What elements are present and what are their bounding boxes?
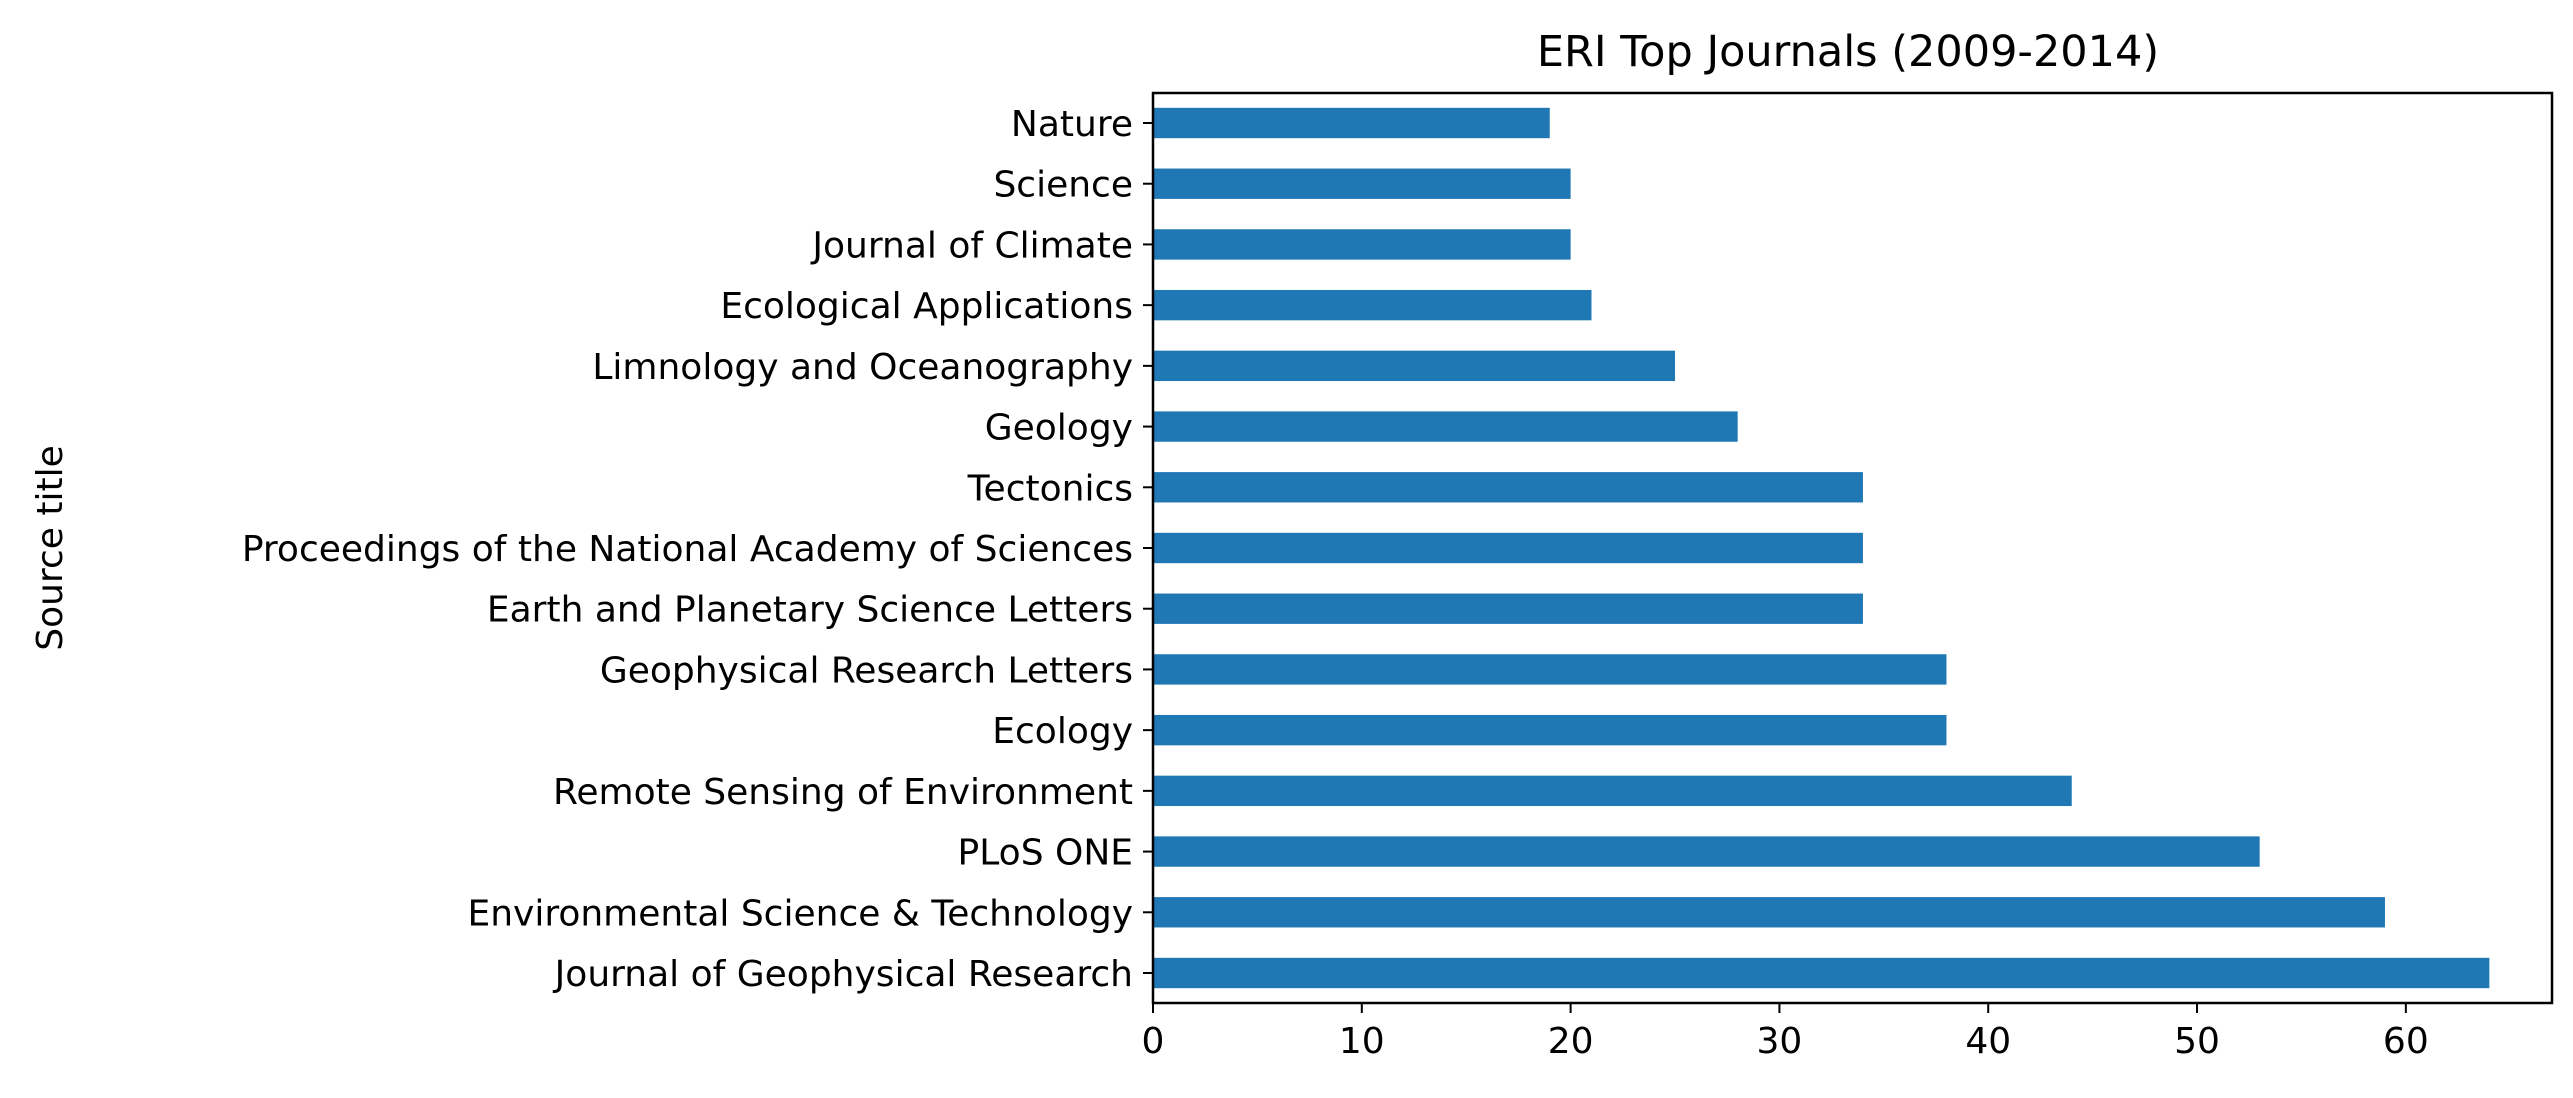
category-label: Ecology (992, 711, 1133, 752)
x-tick-label: 0 (1142, 1021, 1165, 1062)
plot-frame (1151, 91, 2554, 1005)
x-tick-label: 50 (2174, 1021, 2220, 1062)
bars-group (1153, 107, 2490, 989)
y-axis-label: Source title (30, 445, 71, 650)
category-label: PLoS ONE (958, 833, 1133, 874)
category-label: Environmental Science & Technology (467, 893, 1133, 934)
x-tick-label: 10 (1339, 1021, 1385, 1062)
bar (1153, 532, 1863, 564)
category-label: Journal of Geophysical Research (553, 954, 1133, 995)
category-label: Proceedings of the National Academy of S… (242, 529, 1133, 570)
bar (1153, 775, 2072, 807)
bar (1153, 168, 1571, 199)
x-tick-label: 60 (2383, 1021, 2429, 1062)
category-label: Geophysical Research Letters (600, 650, 1133, 691)
category-label: Journal of Climate (810, 225, 1133, 266)
bar (1153, 836, 2260, 867)
bar (1153, 593, 1863, 624)
bar (1153, 107, 1550, 139)
category-label: Remote Sensing of Environment (553, 772, 1133, 813)
category-label: Geology (985, 408, 1133, 449)
bar (1153, 714, 1947, 746)
category-labels: Nature Science Journal of Climate Ecologica… (242, 104, 1153, 995)
bar (1153, 472, 1863, 503)
x-tick-label: 30 (1757, 1021, 1803, 1062)
bar (1153, 957, 2490, 989)
bar (1153, 654, 1947, 685)
category-label: Tectonics (967, 468, 1133, 509)
bar (1153, 897, 2385, 928)
category-label: Science (993, 165, 1133, 206)
category-label: Ecological Applications (720, 286, 1133, 327)
x-axis-ticks: 0 10 20 30 40 50 60 (1142, 1003, 2429, 1062)
category-label: Nature (1011, 104, 1133, 145)
x-tick-label: 20 (1548, 1021, 1594, 1062)
category-label: Earth and Planetary Science Letters (487, 590, 1133, 631)
chart-title: ERI Top Journals (2009-2014) (1537, 27, 2159, 77)
bar (1153, 411, 1738, 442)
bar (1153, 229, 1571, 260)
category-label: Limnology and Oceanography (592, 347, 1133, 388)
bar (1153, 289, 1592, 321)
x-tick-label: 40 (1965, 1021, 2011, 1062)
bar (1153, 350, 1676, 382)
